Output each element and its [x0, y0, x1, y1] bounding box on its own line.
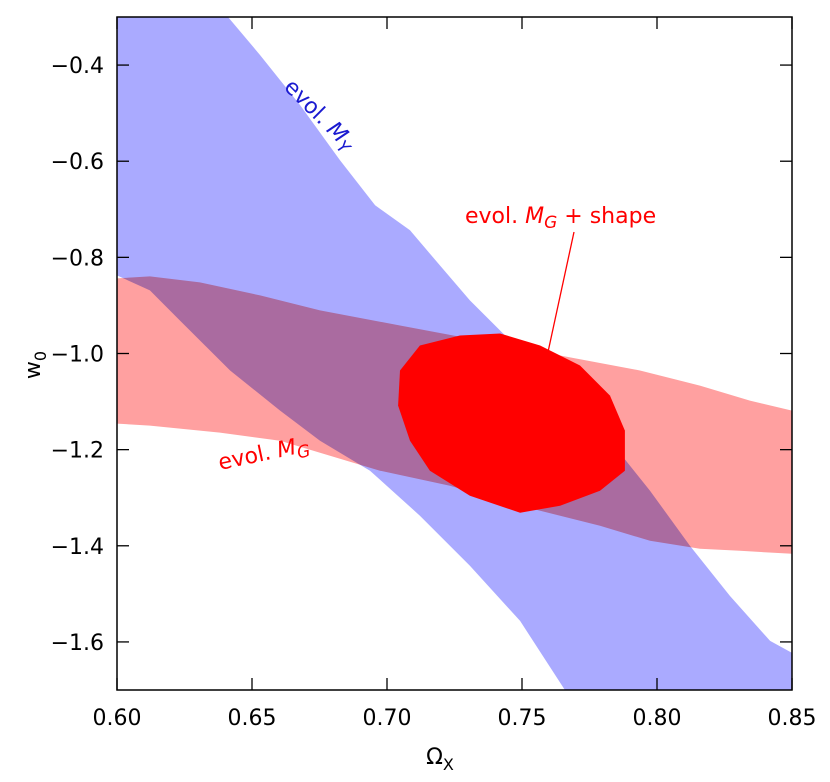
- x-axis-label: ΩX: [426, 745, 454, 774]
- y-axis-label: w0: [21, 351, 50, 379]
- y-axis-label-sub: 0: [31, 351, 50, 361]
- plot-frame: [116, 16, 793, 691]
- contour-region: [398, 333, 625, 513]
- x-axis-label-main: Ω: [426, 745, 443, 770]
- x-tick-label: 0.65: [228, 706, 277, 731]
- y-tick-label: −0.6: [51, 150, 104, 175]
- y-tick-label: −0.4: [51, 54, 104, 79]
- x-tick-label: 0.80: [633, 706, 682, 731]
- annotation-text: evol.: [465, 204, 525, 229]
- annotation-math: M: [525, 204, 544, 229]
- y-tick-label: −1.4: [51, 535, 104, 560]
- y-tick-label: −1.2: [51, 439, 104, 464]
- pointer-line: [547, 231, 575, 353]
- x-tick-label: 0.60: [93, 706, 142, 731]
- annotation-text: + shape: [557, 204, 656, 229]
- x-tick-label: 0.70: [363, 706, 412, 731]
- y-tick-label: −1.6: [51, 631, 104, 656]
- x-axis-label-sub: X: [443, 755, 454, 774]
- annotation-text: evol.: [216, 439, 280, 476]
- annotation-sub: G: [295, 441, 312, 463]
- x-tick-label: 0.75: [498, 706, 547, 731]
- y-tick-label: −0.8: [51, 246, 104, 271]
- axes: 0.60 0.65 0.70 0.75 0.80 0.85 −1.6 −1.4 −1.2 −1.0…: [51, 17, 817, 731]
- x-tick-label: 0.85: [768, 706, 817, 731]
- annotation-math: M: [275, 435, 299, 463]
- y-axis-label-main: w: [21, 361, 46, 379]
- annotation-sub: G: [544, 213, 557, 233]
- regions: [117, 17, 792, 690]
- y-tick-label: −1.0: [51, 343, 104, 368]
- annotation: evol. MG + shape: [465, 204, 656, 233]
